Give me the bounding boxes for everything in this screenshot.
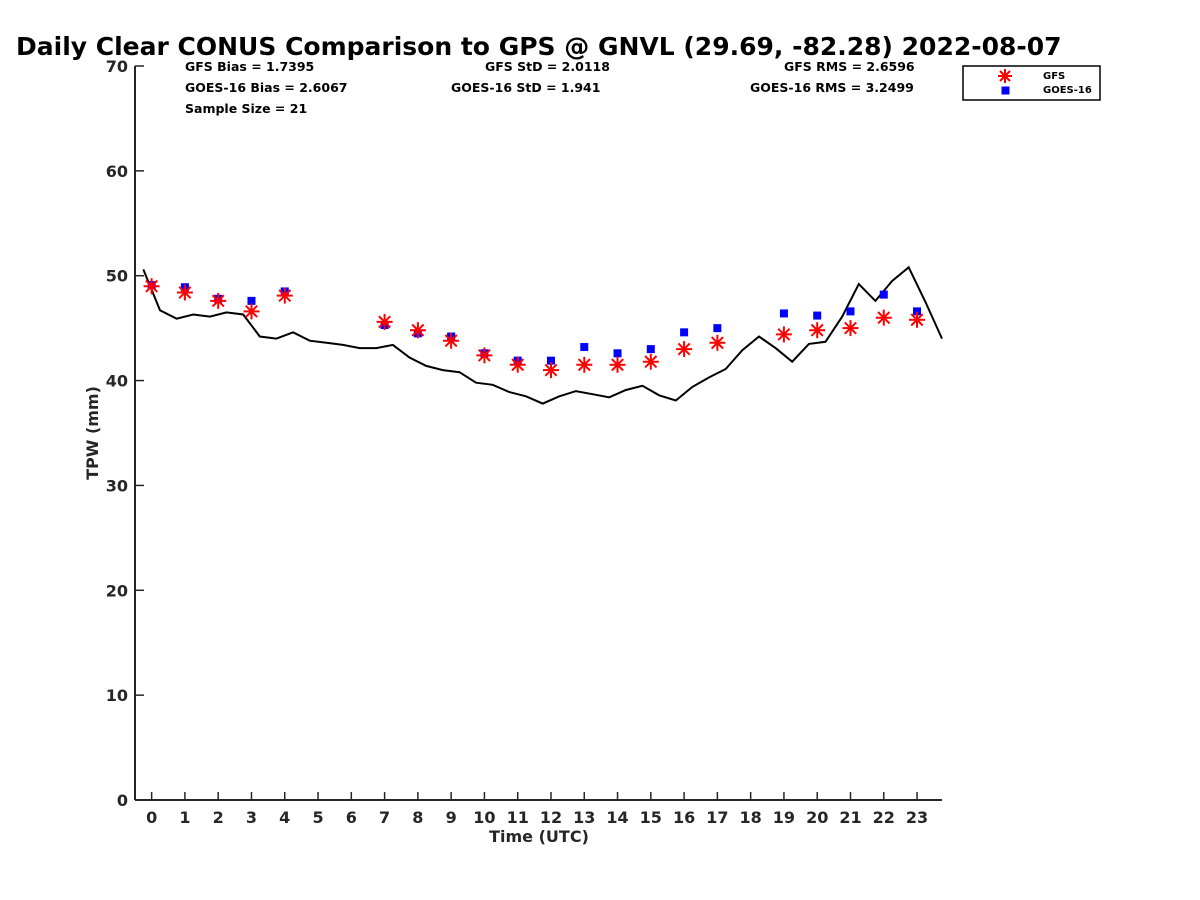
legend-box: [962, 65, 1101, 101]
gfs-point: [875, 309, 892, 326]
x-tick-label: 1: [179, 808, 190, 827]
gps-line: [142, 265, 943, 405]
x-tick-label: 20: [806, 808, 828, 827]
gfs-point: [809, 322, 826, 339]
x-axis-label: Time (UTC): [489, 827, 589, 846]
gfs-point: [243, 303, 260, 320]
x-tick-label: 18: [740, 808, 762, 827]
goes16-point: [580, 343, 589, 352]
gfs-point: [443, 332, 460, 349]
x-tick-label: 6: [346, 808, 357, 827]
y-tick-label: 70: [106, 57, 128, 76]
x-tick-label: 3: [246, 808, 257, 827]
y-tick-label: 20: [106, 581, 128, 600]
gfs-point: [775, 326, 792, 343]
legend-gfs-marker-icon: [998, 69, 1012, 83]
gfs-point: [609, 356, 626, 373]
stat-gfs-std: GFS StD = 2.0118: [485, 59, 610, 74]
gps-series: [142, 265, 943, 405]
goes16-point: [680, 328, 689, 337]
x-tick-label: 21: [839, 808, 861, 827]
stat-gfs-rms: GFS RMS = 2.6596: [784, 59, 915, 74]
gfs-point: [842, 320, 859, 337]
goes16-point: [646, 345, 655, 354]
goes16-point: [613, 349, 622, 358]
gfs-point: [676, 341, 693, 358]
stat-goes-std: GOES-16 StD = 1.941: [451, 80, 600, 95]
gfs-point: [909, 311, 925, 328]
x-tick-label: 16: [673, 808, 695, 827]
gfs-point: [509, 356, 526, 373]
x-tick-label: 4: [279, 808, 290, 827]
gfs-point: [642, 353, 659, 370]
x-tick-label: 9: [446, 808, 457, 827]
goes16-point: [913, 307, 922, 316]
x-tick-label: 11: [507, 808, 529, 827]
x-tick-label: 17: [706, 808, 728, 827]
stats-block: GFS Bias = 1.7395 GFS StD = 2.0118 GFS R…: [185, 59, 915, 116]
chart-title: Daily Clear CONUS Comparison to GPS @ GN…: [16, 32, 1062, 61]
gfs-point: [376, 313, 393, 330]
gfs-point: [276, 287, 293, 304]
gfs-point: [409, 322, 426, 339]
goes16-point: [813, 311, 822, 320]
gfs-point: [210, 292, 227, 309]
goes16-point: [713, 324, 722, 333]
stat-gfs-bias: GFS Bias = 1.7395: [185, 59, 314, 74]
stat-goes-bias: GOES-16 Bias = 2.6067: [185, 80, 347, 95]
goes16-point: [846, 307, 855, 316]
y-axis-label: TPW (mm): [83, 386, 102, 480]
x-tick-label: 15: [640, 808, 662, 827]
gfs-series: [143, 278, 925, 379]
gfs-point: [709, 334, 726, 351]
x-tick-label: 22: [873, 808, 895, 827]
y-tick-label: 10: [106, 686, 128, 705]
x-tick-label: 7: [379, 808, 390, 827]
gfs-point: [143, 278, 160, 295]
y-tick-label: 0: [117, 791, 128, 810]
legend-goes16-label: GOES-16: [1043, 85, 1092, 96]
legend-gfs-label: GFS: [1043, 71, 1065, 82]
y-tick-label: 50: [106, 267, 128, 286]
x-tick-label: 13: [573, 808, 595, 827]
y-tick-label: 30: [106, 476, 128, 495]
y-tick-label: 60: [106, 162, 128, 181]
x-tick-label: 8: [412, 808, 423, 827]
y-tick-label: 40: [106, 372, 128, 391]
x-tick-label: 10: [473, 808, 495, 827]
stat-goes-rms: GOES-16 RMS = 3.2499: [750, 80, 914, 95]
x-tick-label: 23: [906, 808, 928, 827]
goes16-point: [546, 356, 555, 365]
gfs-point: [176, 284, 193, 301]
x-tick-label: 19: [773, 808, 795, 827]
legend: GFS GOES-16: [962, 65, 1101, 101]
gfs-point: [476, 347, 493, 364]
goes16-point: [779, 309, 788, 318]
stat-sample-size: Sample Size = 21: [185, 101, 307, 116]
goes16-point: [247, 296, 256, 305]
goes16-series: [147, 281, 922, 365]
x-tick-label: 12: [540, 808, 562, 827]
gfs-point: [576, 356, 593, 373]
gfs-point: [543, 362, 559, 379]
x-tick-label: 14: [606, 808, 628, 827]
x-tick-label: 0: [146, 808, 157, 827]
x-tick-label: 5: [312, 808, 323, 827]
goes16-point: [879, 290, 888, 299]
legend-goes16-marker-icon: [1001, 86, 1010, 95]
x-tick-label: 2: [213, 808, 224, 827]
